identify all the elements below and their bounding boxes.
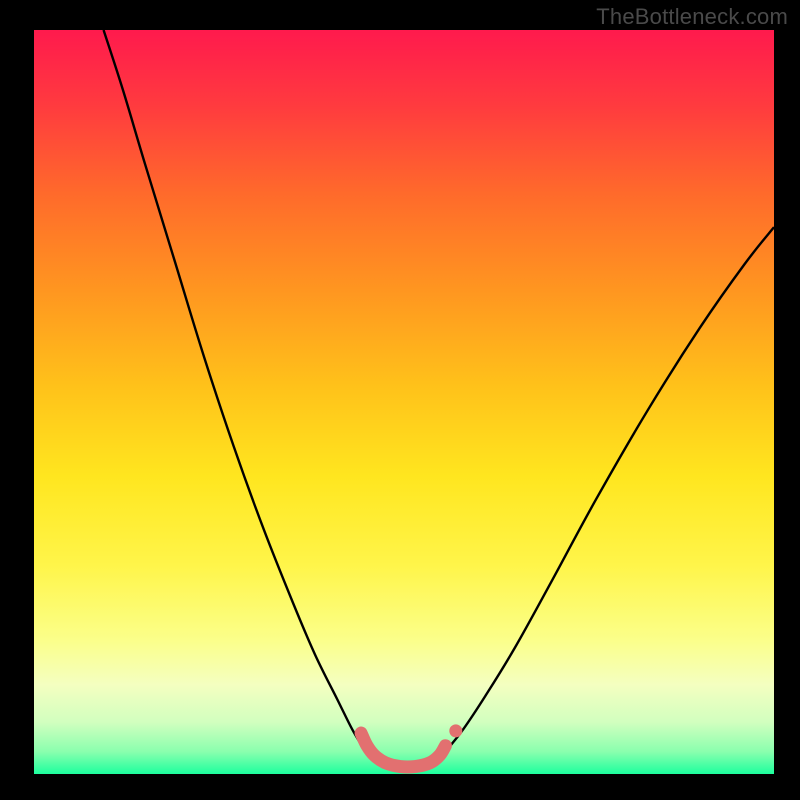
optimal-band-dot (449, 724, 462, 737)
gradient-background (34, 30, 774, 774)
chart-frame: TheBottleneck.com (0, 0, 800, 800)
bottleneck-plot (0, 0, 800, 800)
